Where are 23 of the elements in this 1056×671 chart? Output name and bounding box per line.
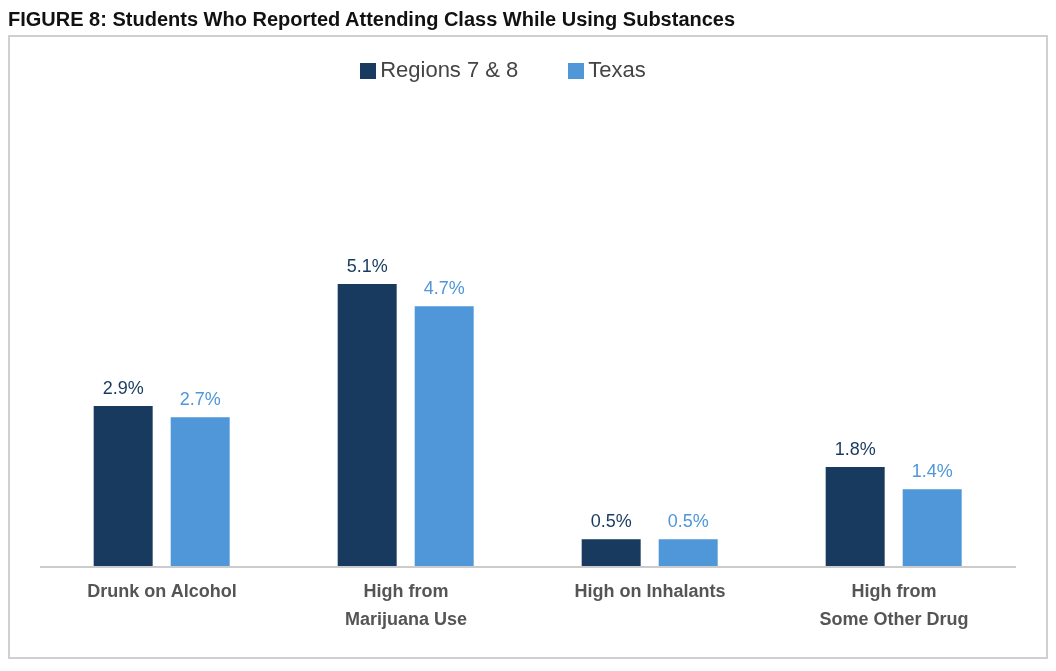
legend-label: Regions 7 & 8 [380,57,519,82]
chart-title: FIGURE 8: Students Who Reported Attending Class While Using Substances [8,8,737,31]
bar [658,539,718,567]
data-label: 0.5% [590,511,632,532]
bar [337,283,397,567]
data-label: 2.9% [102,378,144,399]
x-tick-label: High from Some Other Drug [819,581,969,629]
bar [414,306,474,567]
data-label: 1.4% [911,461,953,482]
data-label: 1.8% [834,439,876,460]
x-tick-label: Drunk on Alcohol [87,581,237,601]
data-label: 4.7% [423,278,465,299]
data-label: 2.7% [179,389,221,410]
x-tick-label: High on Inhalants [574,581,726,601]
bar [902,489,962,567]
bar [825,467,885,567]
x-tick-label: High from Marijuana Use [344,581,468,629]
bar [581,539,641,567]
legend-label: Texas [588,57,646,82]
bar [170,417,230,567]
data-label: 0.5% [667,511,709,532]
bar [93,406,153,567]
data-label: 5.1% [346,255,388,276]
